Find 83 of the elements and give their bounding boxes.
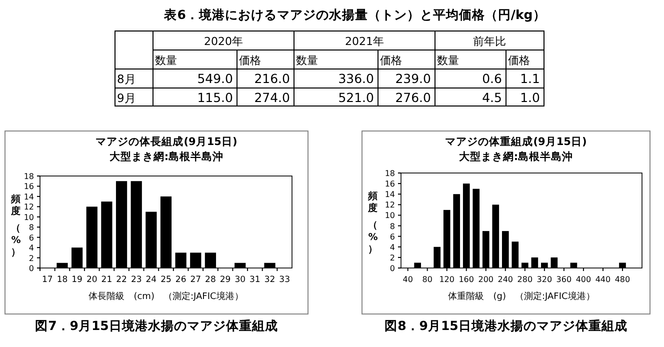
y-tick-label: 6 [390, 232, 395, 242]
x-tick-label: 400 [576, 275, 592, 284]
y-tick-label: 12 [24, 202, 34, 212]
data-label: 276.0 [395, 90, 432, 105]
x-tick-label: 29 [220, 275, 231, 285]
x-tick-label: 120 [439, 275, 454, 284]
x-tick-label: 33 [279, 275, 290, 285]
y-tick-label: 14 [384, 190, 395, 200]
text: 数量 [155, 54, 177, 67]
data-label: 0.6 [482, 71, 502, 86]
x-tick-label: 360 [556, 275, 572, 284]
x-tick-label: 26 [175, 275, 186, 285]
y-tick-label: 14 [24, 192, 34, 202]
x-tick-label: 30 [234, 275, 246, 285]
y-tick-label: 16 [384, 180, 395, 189]
y-axis-title: 頻度（%） [367, 190, 378, 255]
y-tick-label: 16 [24, 182, 34, 192]
data-label: 521.0 [338, 90, 374, 105]
text: 価格 [380, 54, 402, 67]
x-tick-label: 240 [498, 275, 514, 284]
x-tick-label: 21 [101, 275, 112, 285]
x-tick-label: 31 [250, 275, 260, 285]
x-tick-label: 480 [614, 275, 630, 284]
text: 数量 [437, 54, 459, 67]
x-tick-label: 40 [402, 275, 413, 284]
data-label: 1.1 [520, 71, 540, 86]
data-label: 1.0 [520, 90, 540, 105]
chart-title: マアジの体長組成(9月15日) [96, 135, 238, 148]
title: 表6．境港におけるマアジの水揚量（トン）と平均価格（円/kg） [164, 7, 546, 22]
data-label: 115.0 [197, 90, 234, 105]
x-axis-title: 体重階級 (g) （測定:JAFIC境港） [448, 291, 595, 302]
text: 前年比 [473, 35, 506, 48]
x-tick-label: 19 [72, 275, 82, 285]
text: 数量 [296, 54, 318, 67]
y-tick-label: 10 [384, 211, 395, 220]
x-tick-label: 25 [160, 275, 172, 285]
x-tick-label: 27 [190, 275, 202, 285]
text: 2020年 [204, 35, 243, 48]
y-tick-label: 18 [384, 169, 395, 178]
text: 2021年 [345, 35, 384, 48]
x-tick-label: 160 [458, 275, 474, 284]
chart-subtitle: 大型まき網:島根半島沖 [458, 150, 574, 163]
data-label: 549.0 [197, 71, 234, 86]
caption: 図7．9月15日境港水揚のマアジ体重組成 [35, 318, 278, 333]
y-tick-label: 4 [390, 242, 395, 252]
caption: 図8．9月15日境港水揚のマアジ体重組成 [384, 318, 628, 333]
y-tick-label: 8 [28, 223, 34, 232]
data-label: 4.5 [482, 90, 502, 105]
data-label: 274.0 [254, 90, 290, 105]
text: 価格 [508, 54, 530, 67]
x-tick-label: 80 [422, 275, 432, 284]
chart-subtitle: 大型まき網:島根半島沖 [109, 150, 224, 163]
y-tick-label: 10 [24, 212, 34, 222]
data-label: 216.0 [254, 71, 290, 86]
x-tick-label: 23 [130, 275, 142, 285]
y-tick-label: 8 [390, 222, 395, 231]
x-tick-label: 28 [205, 275, 216, 285]
y-tick-label: 2 [390, 253, 395, 262]
data-label: 239.0 [395, 71, 432, 86]
x-tick-label: 20 [86, 275, 98, 285]
data-label: 336.0 [338, 71, 374, 86]
y-axis-title: 頻度（%） [10, 193, 22, 258]
y-tick-label: 4 [28, 244, 34, 253]
x-tick-label: 280 [517, 275, 533, 284]
y-tick-label: 0 [28, 264, 34, 273]
y-tick-label: 2 [28, 254, 34, 263]
x-tick-label: 17 [42, 275, 53, 285]
text: 価格 [239, 54, 261, 67]
y-tick-label: 18 [24, 172, 34, 181]
category-label: 8月 [117, 72, 136, 86]
x-tick-label: 18 [56, 275, 68, 285]
chart-title: マアジの体重組成(9月15日) [445, 135, 587, 148]
x-tick-label: 22 [116, 275, 127, 285]
y-tick-label: 0 [390, 264, 395, 273]
x-axis-title: 体長階級 (cm) （測定:JAFIC境港） [88, 291, 244, 302]
category-label: 9月 [117, 91, 136, 105]
x-tick-label: 320 [536, 275, 552, 284]
y-tick-label: 12 [384, 200, 395, 210]
x-tick-label: 24 [146, 275, 157, 285]
y-tick-label: 6 [28, 233, 34, 242]
x-tick-label: 200 [478, 275, 494, 284]
x-tick-label: 440 [595, 275, 611, 284]
x-tick-label: 32 [264, 275, 276, 285]
